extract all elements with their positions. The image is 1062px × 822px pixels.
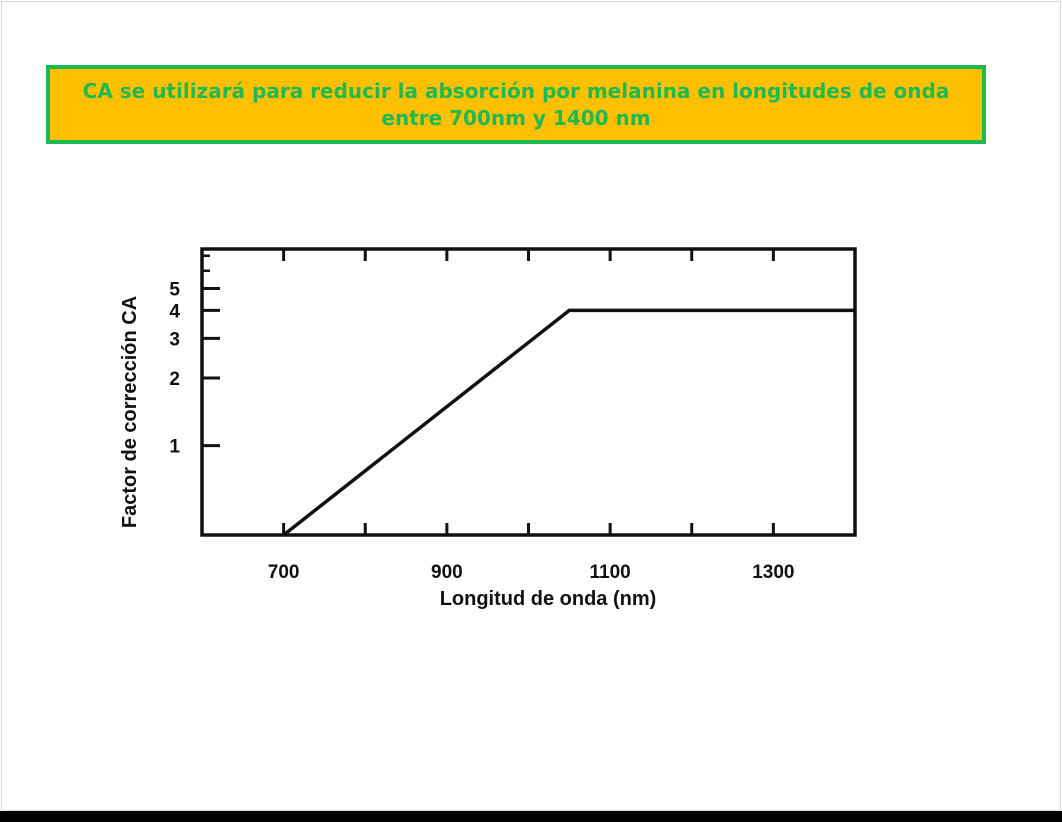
y-tick-label-2: 2 xyxy=(169,369,180,390)
title-banner: CA se utilizará para reducir la absorció… xyxy=(46,65,986,144)
y-tick-labels: 1 2 3 45 xyxy=(169,280,180,458)
y-tick-label-5: 5 xyxy=(169,280,180,301)
x-tick-label-900: 900 xyxy=(431,562,463,583)
x-tick-label-1100: 1100 xyxy=(590,562,631,583)
y-tick-label-4: 4 xyxy=(169,301,180,322)
bottom-bar xyxy=(0,811,1062,822)
series-lines xyxy=(282,308,855,537)
y-axis-ticks xyxy=(202,254,220,448)
x-axis-title: Longitud de onda (nm) xyxy=(440,588,657,610)
banner-text: CA se utilizará para reducir la absorció… xyxy=(82,78,950,130)
x-axis-ticks xyxy=(282,249,775,535)
x-tick-label-700: 700 xyxy=(268,562,300,583)
x-tick-label-1300: 1300 xyxy=(752,562,794,583)
y-axis-title: Factor de corrección CA xyxy=(119,296,141,528)
y-tick-label-1: 1 xyxy=(169,437,180,458)
x-tick-labels: 700 900 1100 1300 xyxy=(268,562,795,583)
plot-frame xyxy=(200,247,857,537)
series-line-0 xyxy=(282,308,855,537)
y-tick-label-3: 3 xyxy=(169,329,180,350)
